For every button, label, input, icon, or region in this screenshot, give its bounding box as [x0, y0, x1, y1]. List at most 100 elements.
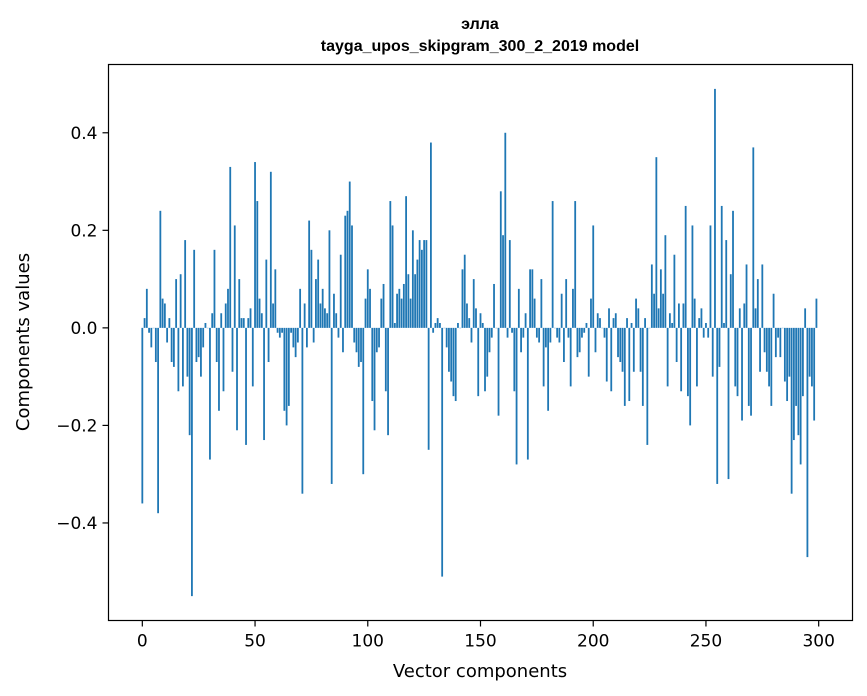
bar-26	[200, 327, 202, 377]
bar-194	[578, 327, 581, 353]
bar-43	[238, 279, 241, 328]
bar-19	[184, 240, 187, 328]
bar-117	[405, 196, 407, 328]
bar-95	[355, 327, 358, 353]
bar-267	[743, 303, 746, 328]
bar-4	[150, 327, 153, 348]
bar-241	[684, 205, 687, 328]
bar-271	[752, 147, 755, 328]
bar-176	[538, 327, 541, 343]
bar-145	[468, 318, 471, 328]
bar-119	[409, 298, 412, 328]
bar-226	[650, 264, 653, 328]
bar-28	[204, 322, 207, 328]
bar-172	[529, 269, 531, 328]
bar-2	[145, 288, 148, 328]
bar-236	[673, 254, 676, 328]
bar-150	[479, 313, 482, 328]
bar-127	[427, 327, 430, 450]
bar-8	[159, 210, 162, 328]
bar-0	[141, 327, 144, 504]
bar-273	[756, 279, 759, 328]
bar-213	[621, 327, 624, 372]
bar-233	[666, 327, 669, 387]
bar-60	[276, 327, 279, 333]
bar-251	[707, 327, 710, 338]
bar-278	[768, 327, 770, 387]
bar-277	[765, 327, 768, 372]
bar-164	[511, 327, 513, 333]
bar-45	[242, 318, 245, 328]
bar-259	[725, 240, 728, 328]
bar-152	[484, 327, 486, 392]
x-tick-label: 200	[577, 632, 609, 652]
bar-63	[283, 327, 286, 411]
chart-subtitle: tayga_upos_skipgram_300_2_2019 model	[321, 38, 639, 55]
bar-32	[213, 249, 216, 328]
bar-208	[610, 327, 613, 392]
bar-96	[357, 327, 360, 367]
bar-122	[416, 259, 419, 328]
y-tick-label: 0.4	[70, 124, 97, 144]
bar-113	[396, 293, 398, 328]
bar-68	[294, 327, 297, 358]
bar-220	[637, 308, 640, 328]
bar-173	[531, 269, 534, 328]
bar-99	[364, 298, 367, 328]
bar-53	[260, 313, 263, 328]
y-tick-label: −0.4	[56, 514, 97, 534]
bar-62	[281, 327, 283, 333]
bar-94	[353, 327, 356, 343]
bar-165	[513, 327, 516, 392]
bar-160	[502, 235, 504, 328]
bar-297	[811, 327, 813, 387]
bar-116	[402, 283, 405, 328]
bar-242	[687, 327, 689, 397]
bar-37	[224, 303, 227, 328]
y-tick-label: −0.2	[56, 416, 97, 436]
bar-64	[285, 327, 288, 426]
bar-162	[506, 327, 509, 338]
bar-23	[193, 249, 196, 328]
bar-138	[452, 327, 455, 397]
bar-202	[596, 313, 599, 328]
bar-263	[734, 327, 737, 387]
bar-262	[732, 210, 734, 328]
bar-199	[590, 298, 592, 328]
bar-250	[705, 322, 707, 328]
bar-232	[664, 235, 667, 328]
bar-180	[547, 327, 550, 411]
bar-76	[312, 327, 315, 343]
bar-261	[729, 274, 732, 328]
bar-265	[738, 308, 741, 328]
bar-103	[373, 327, 376, 431]
bar-207	[608, 308, 610, 328]
bar-120	[411, 230, 414, 328]
bar-137	[450, 327, 453, 382]
bar-31	[211, 313, 214, 328]
bar-270	[750, 327, 752, 416]
bar-229	[657, 308, 660, 328]
bar-136	[448, 327, 450, 372]
bar-73	[306, 327, 308, 348]
bar-7	[157, 327, 159, 514]
bar-111	[391, 225, 394, 328]
bar-175	[535, 327, 538, 338]
bar-163	[508, 240, 511, 328]
bar-92	[348, 181, 351, 328]
y-tick-label: 0.0	[70, 319, 97, 339]
bar-124	[420, 249, 423, 328]
bar-22	[191, 327, 193, 597]
bar-39	[229, 166, 232, 328]
bar-155	[490, 327, 493, 338]
bar-299	[815, 298, 818, 328]
bar-281	[774, 327, 777, 358]
bar-50	[254, 162, 256, 328]
bar-169	[522, 327, 525, 338]
bar-235	[671, 322, 674, 328]
bar-129	[432, 327, 435, 333]
bar-215	[626, 318, 628, 328]
bar-59	[274, 269, 277, 328]
bar-203	[599, 318, 601, 328]
bar-192	[574, 201, 577, 328]
